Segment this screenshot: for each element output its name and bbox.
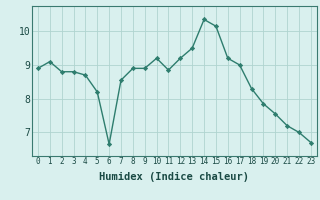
X-axis label: Humidex (Indice chaleur): Humidex (Indice chaleur) bbox=[100, 172, 249, 182]
